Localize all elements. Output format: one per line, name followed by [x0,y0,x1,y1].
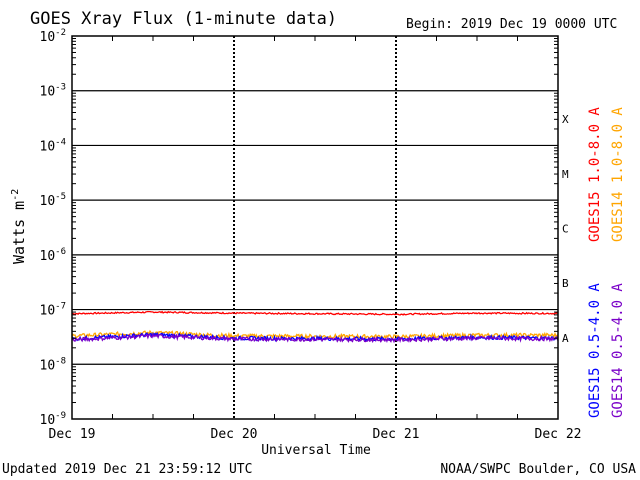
flare-class-a: A [562,332,569,345]
x-tick-label: Dec 21 [373,427,420,442]
legend: GOES15 1.0-8.0 A GOES14 1.0-8.0 A GOES15 0… [587,107,626,418]
y-tick-label: 10-5 [40,192,67,209]
flare-class-b: B [562,277,569,290]
plot-frame [71,35,559,420]
flare-class-x: X [562,113,569,126]
y-axis-label: Watts m-2 [10,189,28,264]
flare-class-labels: X M C B A [562,113,569,345]
updated-timestamp: Updated 2019 Dec 21 23:59:12 UTC [2,462,252,477]
legend-entry: GOES14 0.5-4.0 A [610,283,626,418]
legend-entry: GOES15 0.5-4.0 A [587,283,603,418]
x-axis-label: Universal Time [261,443,371,458]
y-tick-label: 10-8 [40,356,67,373]
series-line-1 [71,310,559,316]
series-line-4 [71,332,559,344]
grid-lines [72,36,558,419]
legend-entry: GOES15 1.0-8.0 A [587,107,603,242]
y-tick-label: 10-3 [40,83,67,100]
series-layer [71,310,559,344]
y-tick-label: 10-6 [40,247,67,264]
x-axis-ticks: Dec 19 Dec 20 Dec 21 Dec 22 [49,36,582,442]
y-tick-label: 10-4 [40,137,67,154]
flare-class-c: C [562,223,569,236]
x-tick-label: Dec 22 [535,427,582,442]
y-axis-ticks: 10-2 10-3 10-4 10-5 10-6 10-7 10-8 10-9 [40,28,558,428]
legend-entry: GOES14 1.0-8.0 A [610,107,626,242]
begin-label: Begin: 2019 Dec 19 0000 UTC [406,17,617,32]
chart-title: GOES Xray Flux (1-minute data) [30,9,337,29]
y-tick-label: 10-7 [40,302,67,319]
credit-text: NOAA/SWPC Boulder, CO USA [440,462,636,477]
x-tick-label: Dec 20 [211,427,258,442]
y-tick-label: 10-2 [40,28,67,45]
y-tick-label: 10-9 [40,411,67,428]
flare-class-m: M [562,168,569,181]
x-tick-label: Dec 19 [49,427,96,442]
